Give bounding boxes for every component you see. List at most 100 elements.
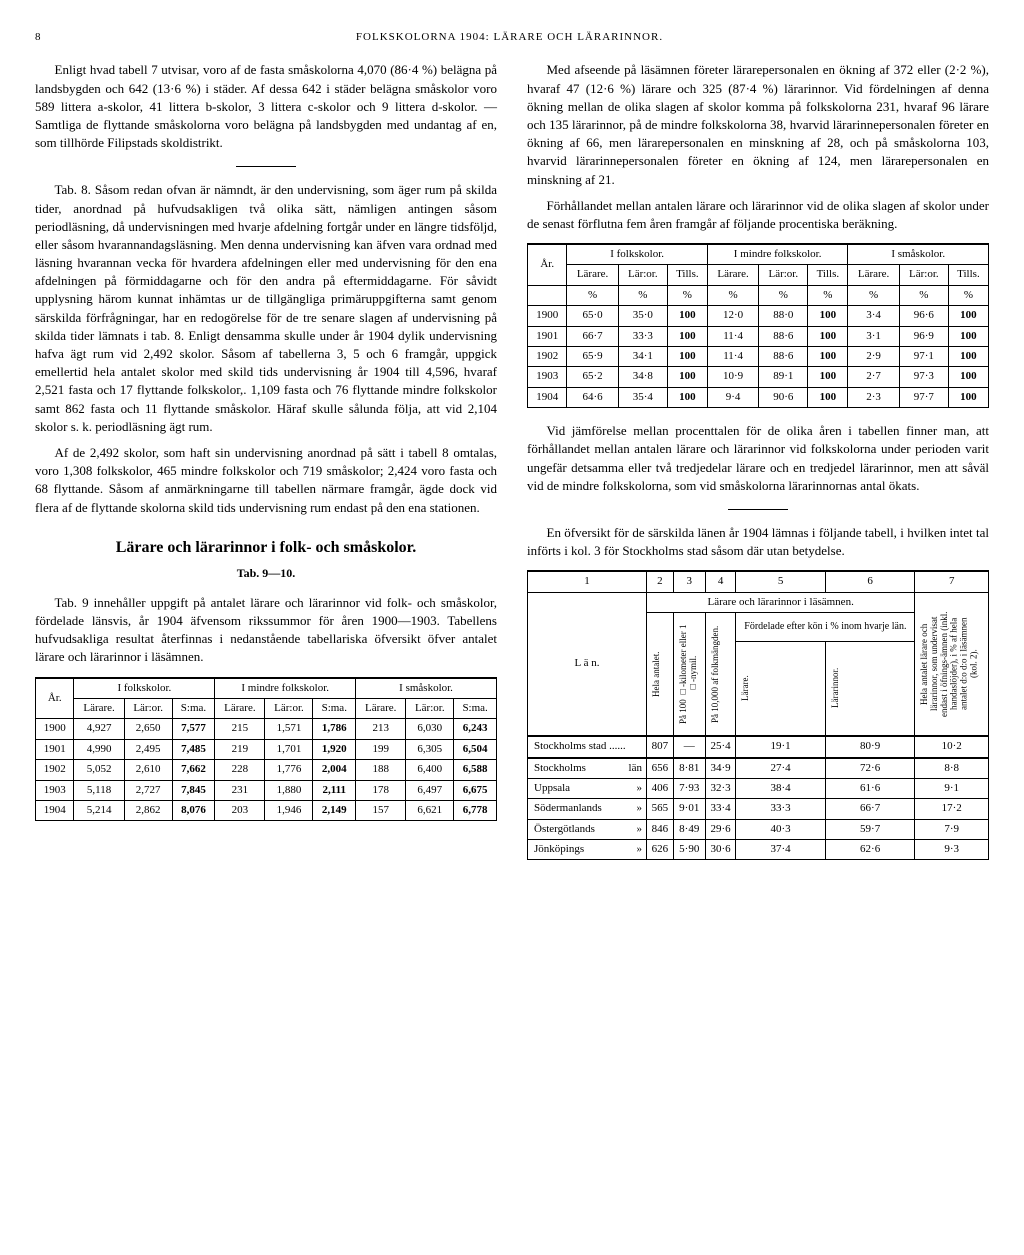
- table-cell: 12·0: [707, 306, 758, 326]
- table-cell: 5,052: [74, 760, 124, 780]
- table-cell: 1902: [528, 347, 567, 367]
- table-row: Stockholms stad ......807—25·419·180·910…: [528, 736, 989, 757]
- table-cell: 65·9: [567, 347, 618, 367]
- table-cell: 7,662: [172, 760, 215, 780]
- table-cell: 100: [808, 367, 848, 387]
- table-cell: 100: [948, 326, 988, 346]
- table-cell: 29·6: [705, 819, 736, 839]
- section-subhead: Tab. 9—10.: [35, 565, 497, 582]
- col-sub: Tills.: [808, 265, 848, 285]
- table-cell: 35·0: [618, 306, 667, 326]
- col-sub: S:ma.: [172, 699, 215, 719]
- col-sub: Lärare.: [74, 699, 124, 719]
- table-cell: 10·2: [915, 736, 989, 757]
- col4-vertical: På 10,000 af folkmängden.: [710, 615, 722, 733]
- percent-table: År. I folkskolor. I mindre folkskolor. I…: [527, 243, 989, 408]
- table-cell: 27·4: [736, 758, 826, 779]
- teachers-count-table: År. I folkskolor. I mindre folkskolor. I…: [35, 677, 497, 822]
- col6-vertical: Lärarinnor.: [830, 659, 842, 717]
- pct: %: [759, 285, 808, 305]
- lan-name-cell: Södermanlands »: [528, 799, 647, 819]
- table-cell: 5,118: [74, 780, 124, 800]
- col-sub: Lärare.: [356, 699, 406, 719]
- table-cell: 96·6: [899, 306, 948, 326]
- table-cell: 17·2: [915, 799, 989, 819]
- table-row: Södermanlands »5659·0133·433·366·717·2: [528, 799, 989, 819]
- table-cell: 219: [215, 739, 265, 759]
- lan-name-cell: Stockholms stad ......: [528, 736, 647, 757]
- table-row: 19014,9902,4957,4852191,7011,9201996,305…: [36, 739, 497, 759]
- table-cell: 6,621: [406, 800, 454, 820]
- col-sub: Lär:or.: [124, 699, 172, 719]
- table-row: 190265·934·110011·488·61002·997·1100: [528, 347, 989, 367]
- table-cell: 88·6: [759, 326, 808, 346]
- table-cell: 1901: [528, 326, 567, 346]
- pct: %: [948, 285, 988, 305]
- colnum: 2: [647, 571, 674, 592]
- table-cell: 1,701: [265, 739, 313, 759]
- table-cell: 40·3: [736, 819, 826, 839]
- table-cell: 7·93: [673, 778, 705, 798]
- colnum: 7: [915, 571, 989, 592]
- table-cell: 80·9: [825, 736, 915, 757]
- table-cell: 96·9: [899, 326, 948, 346]
- table-row: 190065·035·010012·088·01003·496·6100: [528, 306, 989, 326]
- table-cell: 11·4: [707, 347, 758, 367]
- paragraph: Enligt hvad tabell 7 utvisar, voro af de…: [35, 61, 497, 152]
- table-cell: 97·1: [899, 347, 948, 367]
- running-title: FOLKSKOLORNA 1904: LÄRARE OCH LÄRARINNOR…: [356, 30, 663, 45]
- table-cell: 9·1: [915, 778, 989, 798]
- table-cell: 7,577: [172, 719, 215, 739]
- pct: %: [618, 285, 667, 305]
- lan-name-cell: Östergötlands »: [528, 819, 647, 839]
- table-cell: 2,610: [124, 760, 172, 780]
- table-cell: 1902: [36, 760, 74, 780]
- col-sub: Lär:or.: [759, 265, 808, 285]
- paragraph: Tab. 8. Såsom redan ofvan är nämndt, är …: [35, 181, 497, 436]
- table-cell: 656: [647, 758, 674, 779]
- col-sub: Lärare.: [848, 265, 899, 285]
- table-cell: 100: [948, 306, 988, 326]
- table-row: Uppsala »4067·9332·338·461·69·1: [528, 778, 989, 798]
- col-sub: Lär:or.: [406, 699, 454, 719]
- separator-rule: [236, 166, 296, 167]
- pct: %: [707, 285, 758, 305]
- col-sub: S:ma.: [454, 699, 497, 719]
- table-cell: —: [673, 736, 705, 757]
- table-cell: 64·6: [567, 387, 618, 407]
- table-cell: 33·3: [618, 326, 667, 346]
- table-cell: 1903: [36, 780, 74, 800]
- section-title: Lärare och lärarinnor i folk- och småsko…: [35, 537, 497, 559]
- table-cell: 66·7: [825, 799, 915, 819]
- table-row: 19035,1182,7277,8452311,8802,1111786,497…: [36, 780, 497, 800]
- paragraph: En öfversikt för de särskilda länen år 1…: [527, 524, 989, 560]
- table-cell: 6,588: [454, 760, 497, 780]
- colnum: 4: [705, 571, 736, 592]
- left-column: Enligt hvad tabell 7 utvisar, voro af de…: [35, 61, 497, 874]
- table-cell: 565: [647, 799, 674, 819]
- table-cell: 1,786: [313, 719, 356, 739]
- col2-vertical: Hela antalet.: [651, 615, 663, 733]
- table-row: Jönköpings »6265·9030·637·462·69·3: [528, 840, 989, 860]
- table-cell: 9·4: [707, 387, 758, 407]
- table-cell: 100: [667, 326, 707, 346]
- table-cell: 30·6: [705, 840, 736, 860]
- table-cell: 7,845: [172, 780, 215, 800]
- table-row: 19045,2142,8628,0762031,9462,1491576,621…: [36, 800, 497, 820]
- col56-head: Fördelade efter kön i % inom hvarje län.: [736, 613, 915, 641]
- table-cell: 8,076: [172, 800, 215, 820]
- table-cell: 72·6: [825, 758, 915, 779]
- table-cell: 1904: [36, 800, 74, 820]
- page-header: 8 FOLKSKOLORNA 1904: LÄRARE OCH LÄRARINN…: [35, 30, 989, 45]
- colnum: 3: [673, 571, 705, 592]
- table-cell: 11·4: [707, 326, 758, 346]
- table-cell: 89·1: [759, 367, 808, 387]
- table-cell: 6,778: [454, 800, 497, 820]
- table-row: Östergötlands »8468·4929·640·359·77·9: [528, 819, 989, 839]
- col-sub: Lär:or.: [618, 265, 667, 285]
- pct: %: [567, 285, 618, 305]
- pct: %: [899, 285, 948, 305]
- table-cell: 1900: [36, 719, 74, 739]
- table-row: 190365·234·810010·989·11002·797·3100: [528, 367, 989, 387]
- lan-name-cell: Stockholms län: [528, 758, 647, 779]
